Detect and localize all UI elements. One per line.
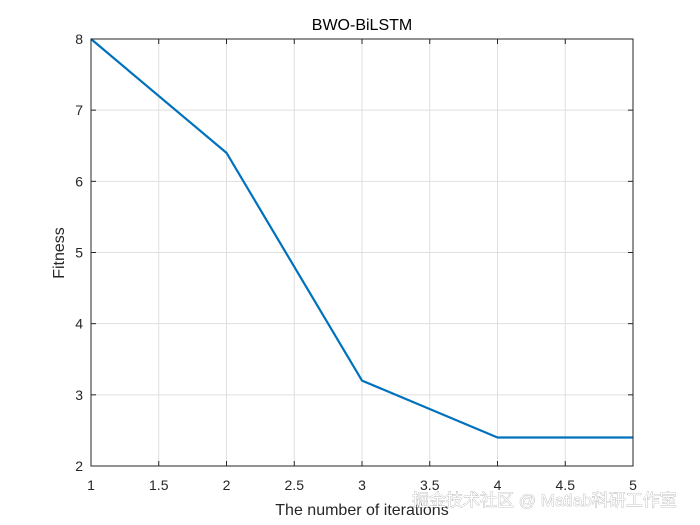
y-axis-label: Fitness bbox=[51, 227, 68, 279]
x-tick-label: 3 bbox=[358, 477, 366, 493]
x-tick-label: 3.5 bbox=[420, 477, 440, 493]
y-tick-label: 8 bbox=[75, 31, 83, 47]
y-tick-label: 3 bbox=[75, 387, 83, 403]
x-tick-label: 4 bbox=[494, 477, 502, 493]
x-tick-label: 2 bbox=[223, 477, 231, 493]
x-axis-label: The number of iterations bbox=[275, 502, 448, 519]
x-tick-label: 2.5 bbox=[285, 477, 305, 493]
y-tick-labels: 2 3 4 5 6 7 8 bbox=[75, 31, 83, 474]
y-tick-label: 4 bbox=[75, 316, 83, 332]
chart-title: BWO-BiLSTM bbox=[312, 17, 412, 34]
x-tick-label: 5 bbox=[629, 477, 637, 493]
y-tick-label: 7 bbox=[75, 102, 83, 118]
y-tick-label: 6 bbox=[75, 173, 83, 189]
x-tick-labels: 1 1.5 2 2.5 3 3.5 4 4.5 5 bbox=[87, 477, 637, 493]
x-tick-label: 1 bbox=[87, 477, 95, 493]
y-tick-label: 2 bbox=[75, 458, 83, 474]
watermark: 掘金技术社区 @ Matlab科研工作室 bbox=[412, 491, 677, 510]
series-layer bbox=[90, 38, 633, 439]
series-line bbox=[90, 38, 633, 439]
x-tick-label: 1.5 bbox=[149, 477, 169, 493]
y-tick-label: 5 bbox=[75, 245, 83, 261]
x-tick-label: 4.5 bbox=[556, 477, 576, 493]
tick-marks bbox=[90, 38, 634, 467]
